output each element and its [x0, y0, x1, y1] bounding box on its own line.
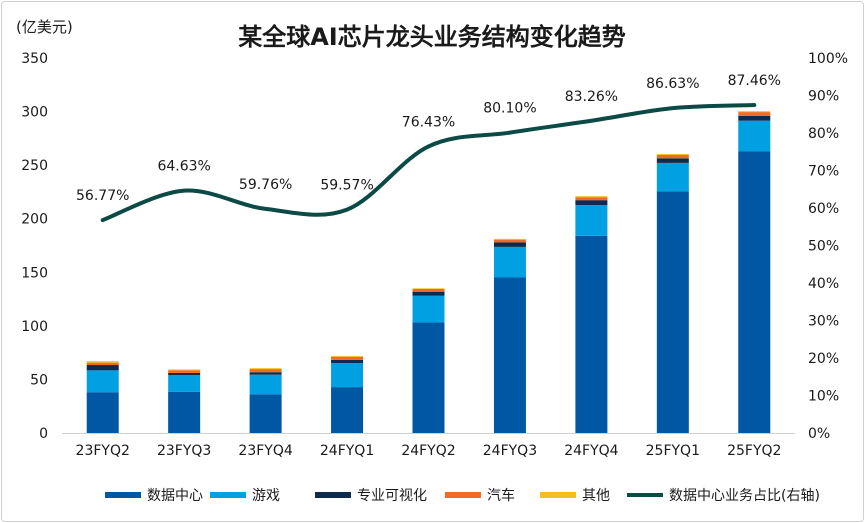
legend-label: 汽车 [487, 487, 515, 504]
y-tick-label: 200 [21, 212, 48, 228]
bar-segment [168, 370, 201, 373]
bar-segment [86, 392, 119, 433]
bar-segment [493, 238, 526, 240]
legend-swatch [105, 492, 141, 498]
data-label: 83.26% [565, 89, 618, 105]
bar-segment [86, 361, 119, 363]
bar-segment [493, 242, 526, 247]
bar-segment [86, 362, 119, 366]
y-tick-label: 300 [21, 105, 48, 121]
bar-segment [575, 200, 608, 206]
x-tick-label: 24FYQ3 [483, 443, 537, 459]
data-label: 86.63% [646, 76, 699, 92]
legend-swatch [315, 492, 351, 498]
x-tick-label: 24FYQ1 [320, 443, 374, 459]
legend-label: 数据中心业务占比(右轴) [669, 488, 820, 504]
bar-segment [249, 394, 282, 433]
y-axis-label: (亿美元) [16, 18, 73, 36]
y2-tick-label: 100% [808, 51, 848, 67]
y2-tick-label: 30% [808, 314, 839, 330]
bar-segment [412, 288, 445, 289]
x-tick-label: 23FYQ3 [157, 443, 211, 459]
y-tick-label: 100 [21, 319, 48, 335]
x-tick-label: 24FYQ2 [401, 443, 455, 459]
bar-segment [331, 359, 364, 364]
data-label: 56.77% [76, 188, 129, 204]
x-tick-label: 24FYQ4 [564, 443, 618, 459]
legend-label: 数据中心 [147, 488, 203, 504]
bar-segment [656, 153, 689, 155]
bar-segment [738, 112, 771, 116]
x-tick-label: 23FYQ4 [238, 443, 292, 459]
data-label: 59.76% [239, 177, 292, 193]
bar-segment [331, 356, 364, 360]
bar-segment [656, 154, 689, 159]
chart-title: 某全球AI芯片龙头业务结构变化趋势 [238, 23, 626, 51]
y2-tick-label: 60% [808, 201, 839, 217]
legend-swatch [540, 492, 576, 498]
y2-tick-label: 20% [808, 351, 839, 367]
x-tick-label: 23FYQ2 [76, 443, 130, 459]
bar-segment [331, 355, 364, 357]
y-tick-label: 150 [21, 265, 48, 281]
bar-segment [738, 115, 771, 121]
bar-segment [656, 158, 689, 163]
ratio-line [100, 103, 757, 223]
y2-tick-label: 50% [808, 239, 839, 255]
legend-swatch [210, 492, 246, 498]
bar-segment [412, 295, 445, 323]
bar-segment [656, 162, 689, 192]
data-label: 76.43% [402, 114, 455, 130]
bar-segment [86, 370, 119, 393]
bar-segment [331, 363, 364, 388]
bar-segment [168, 375, 201, 392]
bar-segment [575, 235, 608, 433]
bar-segment [168, 372, 201, 376]
x-tick-label: 25FYQ2 [727, 443, 781, 459]
bar-segment [575, 205, 608, 236]
bar-segment [493, 239, 526, 243]
legend-label: 专业可视化 [357, 488, 427, 504]
data-label: 87.46% [728, 73, 781, 89]
y2-tick-label: 0% [808, 426, 830, 442]
x-tick-label: 25FYQ1 [646, 443, 700, 459]
y-tick-label: 250 [21, 158, 48, 174]
y2-tick-label: 40% [808, 276, 839, 292]
bar-segment [331, 387, 364, 433]
bar-segment [493, 277, 526, 433]
bar-segment [738, 120, 771, 152]
bar-segment [412, 291, 445, 296]
bar-segment [412, 322, 445, 433]
bar-segment [575, 196, 608, 198]
bar-segment [86, 365, 119, 371]
y2-tick-label: 10% [808, 389, 839, 405]
bar-segment [656, 191, 689, 433]
bar-segment [493, 246, 526, 278]
bar-segment [575, 197, 608, 201]
y-tick-label: 50 [30, 372, 48, 388]
y2-tick-label: 90% [808, 89, 839, 105]
bar-segment [738, 111, 771, 113]
bar-segment [412, 288, 445, 292]
legend-label: 其他 [582, 488, 610, 504]
data-label: 64.63% [157, 159, 210, 175]
data-label: 80.10% [483, 101, 536, 117]
bar-segment [249, 368, 282, 370]
bar-segment [168, 391, 201, 433]
bar-segment [168, 369, 201, 371]
bar-segment [249, 374, 282, 395]
legend-label: 游戏 [252, 488, 280, 504]
bar-segment [738, 151, 771, 433]
legend-swatch [445, 492, 481, 498]
data-label: 59.57% [320, 178, 373, 194]
y2-tick-label: 80% [808, 126, 839, 142]
bar-segment [249, 369, 282, 373]
y-tick-label: 0 [39, 426, 48, 442]
y2-tick-label: 70% [808, 164, 839, 180]
bar-segment [249, 372, 282, 375]
y-tick-label: 350 [21, 51, 48, 67]
